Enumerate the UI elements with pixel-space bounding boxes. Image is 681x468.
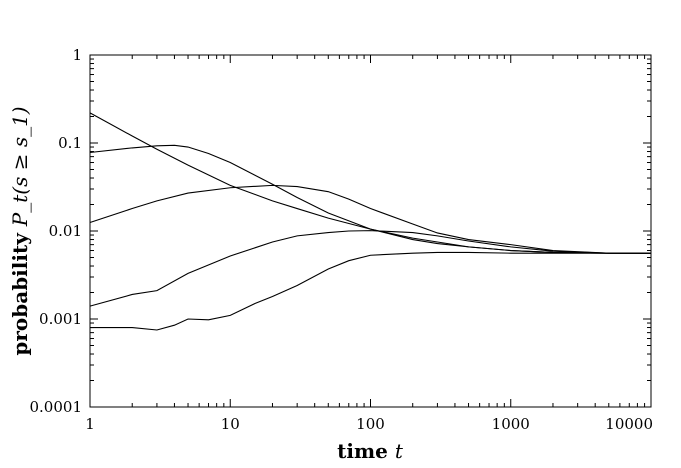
x-tick-label: 1000 <box>492 415 530 433</box>
y-tick-labels: 0.0001 0.001 0.01 0.1 1 <box>30 46 83 416</box>
series-line-5 <box>90 251 651 331</box>
x-tick-labels: 1 10 100 1000 10000 <box>85 415 653 433</box>
y-tick-label: 0.0001 <box>30 398 83 416</box>
series-line-4 <box>89 230 651 307</box>
y-axis-title: probability P_t(s ≥ s_1) <box>8 106 32 355</box>
x-tick-label: 1 <box>85 415 95 433</box>
y-tick-label: 0.001 <box>39 310 82 328</box>
x-tick-label: 100 <box>356 415 385 433</box>
x-tick-label: 10 <box>221 415 240 433</box>
x-axis-title: time t <box>337 439 404 463</box>
series-line-1 <box>89 112 651 254</box>
series-line-2 <box>89 144 651 254</box>
x-tick-label: 10000 <box>605 415 653 433</box>
y-tick-label: 0.01 <box>49 222 82 240</box>
y-tick-label: 0.1 <box>58 134 82 152</box>
series-line-3 <box>89 184 651 254</box>
axis-ticks <box>89 54 652 408</box>
y-tick-label: 1 <box>72 46 82 64</box>
plot-lines <box>89 112 651 331</box>
